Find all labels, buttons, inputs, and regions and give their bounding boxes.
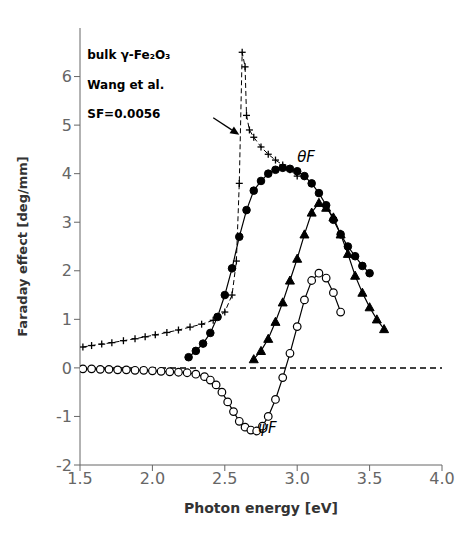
svg-text:2: 2 — [62, 261, 72, 280]
svg-text:4.0: 4.0 — [429, 469, 454, 488]
svg-text:1: 1 — [62, 310, 72, 329]
svg-text:ψF: ψF — [258, 419, 277, 437]
svg-text:Wang et al.: Wang et al. — [87, 78, 164, 92]
svg-text:2.5: 2.5 — [212, 469, 237, 488]
svg-text:bulk γ-Fe₂O₃: bulk γ-Fe₂O₃ — [87, 48, 170, 62]
svg-text:Faraday effect [deg/mm]: Faraday effect [deg/mm] — [15, 156, 30, 337]
svg-text:1.5: 1.5 — [67, 469, 93, 489]
svg-text:-1: -1 — [56, 407, 72, 426]
svg-text:0: 0 — [62, 359, 72, 378]
svg-text:3.0: 3.0 — [284, 469, 309, 488]
svg-text:Photon energy [eV]: Photon energy [eV] — [184, 500, 338, 516]
svg-text:5: 5 — [62, 116, 72, 135]
svg-text:SF=0.0056: SF=0.0056 — [87, 107, 160, 121]
svg-text:4: 4 — [62, 164, 72, 183]
svg-text:3: 3 — [62, 213, 72, 232]
svg-text:2.0: 2.0 — [140, 469, 165, 488]
svg-text:6: 6 — [62, 67, 72, 86]
svg-text:θF: θF — [297, 148, 315, 166]
svg-text:-2: -2 — [56, 456, 72, 475]
svg-text:3.5: 3.5 — [357, 469, 382, 488]
